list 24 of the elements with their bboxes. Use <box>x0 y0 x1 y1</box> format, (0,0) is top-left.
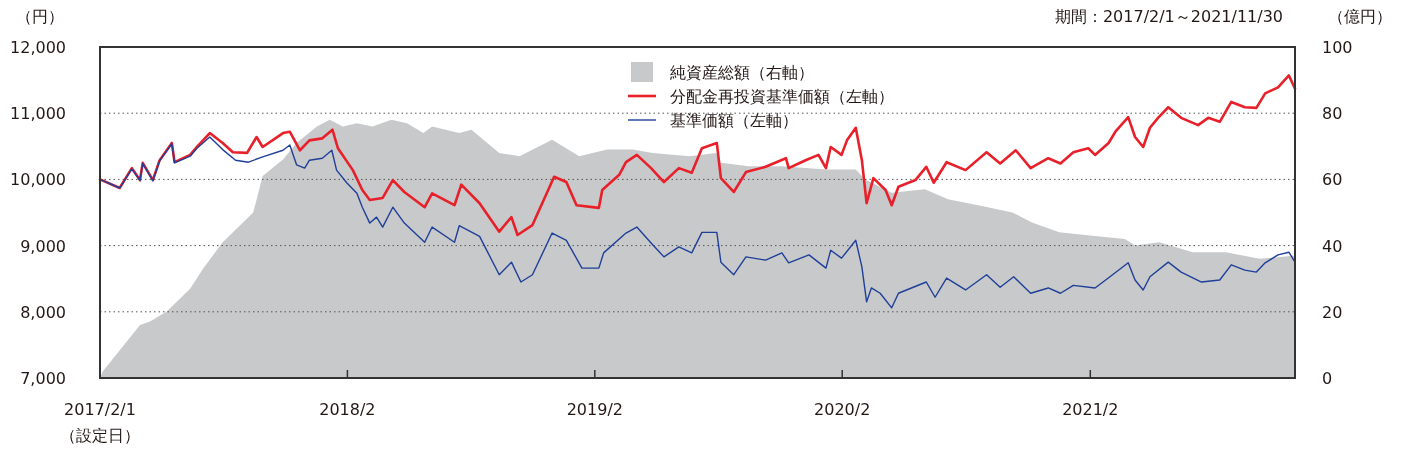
y-tick-label: 7,000 <box>20 369 66 388</box>
y-tick-label: 8,000 <box>20 302 66 322</box>
y2-tick-label: 20 <box>1322 302 1343 322</box>
legend-label: 純資産総額（右軸） <box>670 63 814 82</box>
y2-axis-title: （億円） <box>1328 7 1392 26</box>
y2-tick-label: 0 <box>1322 369 1333 388</box>
x-tick-label: 2017/2/1 <box>64 400 136 419</box>
y2-tick-label: 40 <box>1322 236 1343 256</box>
y2-tick-label: 60 <box>1322 170 1343 190</box>
legend-label: 分配金再投資基準価額（左軸） <box>670 87 894 106</box>
x-tick-label: 2021/2 <box>1062 400 1119 419</box>
y-tick-label: 11,000 <box>10 104 66 124</box>
y2-tick-label: 100 <box>1322 38 1353 57</box>
y-tick-label: 10,000 <box>10 170 66 190</box>
y2-tick-label: 80 <box>1322 104 1343 124</box>
y-tick-label: 9,000 <box>20 236 66 256</box>
x-tick-label: 2019/2 <box>566 400 623 419</box>
y-axis-title: （円） <box>16 7 64 26</box>
legend-label: 基準価額（左軸） <box>670 111 798 130</box>
x-tick-label: 2020/2 <box>814 400 871 419</box>
chart-subtitle: 期間：2017/2/1～2021/11/30 <box>1054 7 1283 26</box>
y-tick-label: 12,000 <box>10 38 66 57</box>
x-tick-label: 2018/2 <box>319 400 376 419</box>
text: （設定日） <box>60 426 140 445</box>
